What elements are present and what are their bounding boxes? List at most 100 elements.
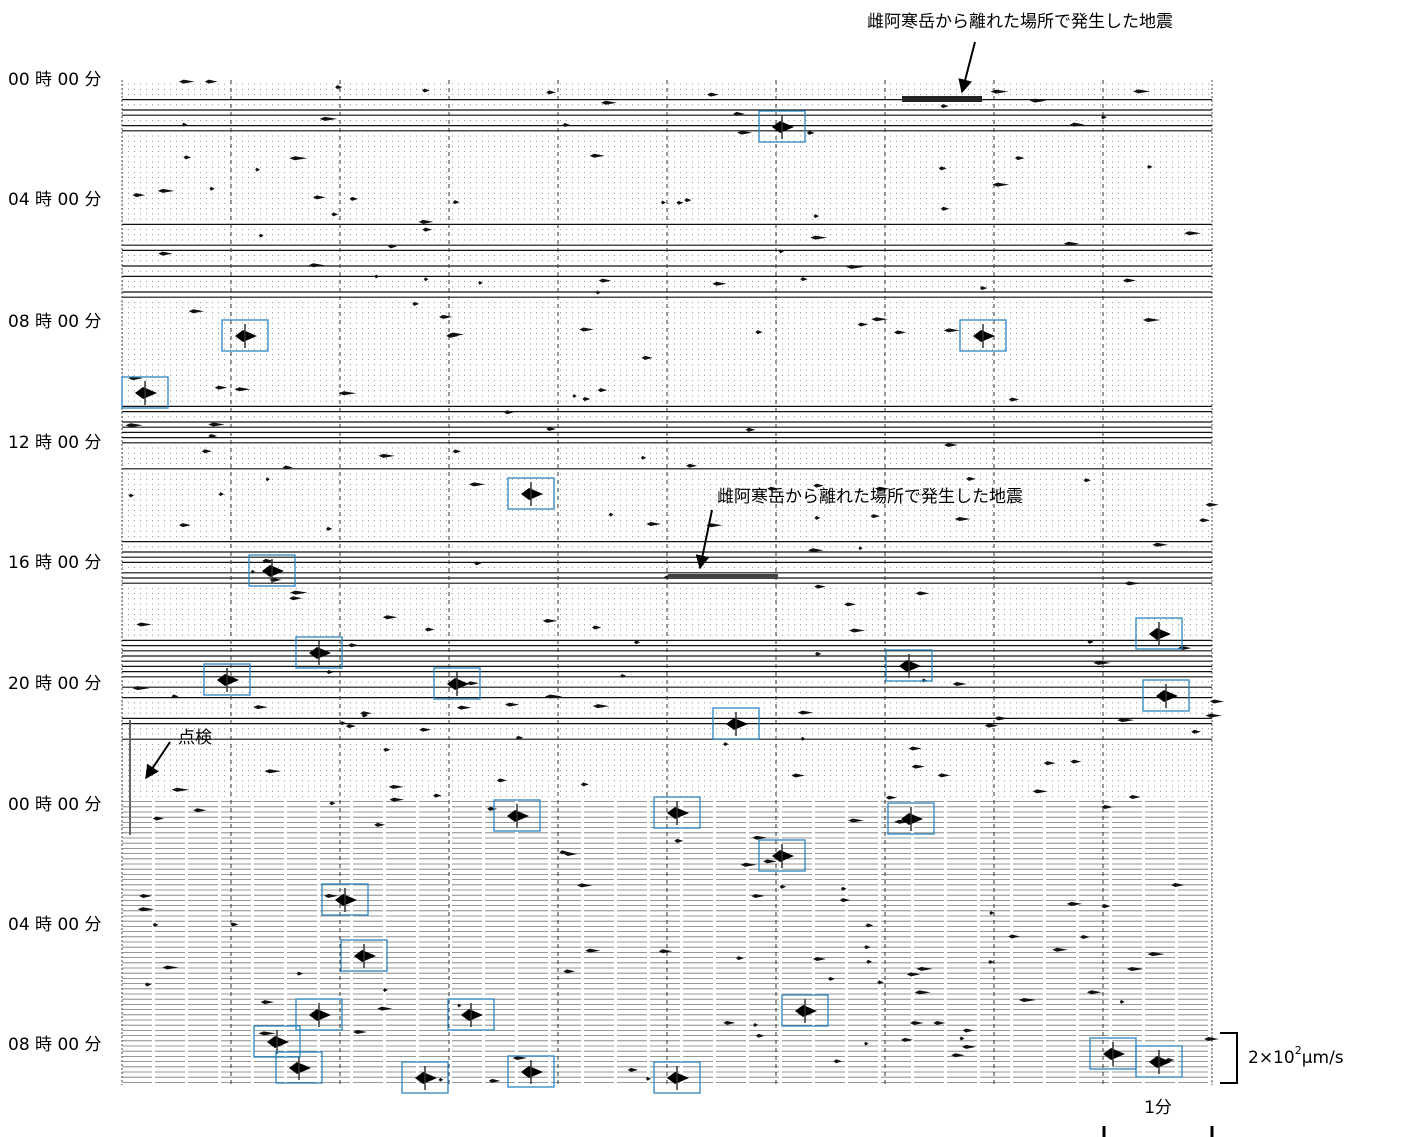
event (582, 397, 590, 401)
event (205, 80, 218, 84)
event (1133, 89, 1150, 93)
event (939, 166, 947, 170)
event (348, 643, 358, 647)
event (901, 813, 923, 825)
event (901, 1038, 913, 1042)
event (331, 212, 338, 216)
event (752, 836, 767, 840)
event (940, 104, 948, 108)
event (354, 950, 376, 962)
event (815, 652, 821, 656)
event (259, 1031, 276, 1035)
event (1171, 883, 1184, 887)
event (139, 894, 151, 898)
event (834, 1059, 842, 1063)
event (990, 90, 1008, 94)
event (910, 1021, 924, 1025)
event (453, 449, 461, 453)
event (235, 330, 257, 342)
event (864, 945, 871, 949)
annotation: 雌阿寒岳から離れた場所で発生した地震 (717, 487, 1023, 507)
event (326, 527, 332, 531)
event (801, 737, 805, 741)
event (938, 773, 951, 777)
event (609, 513, 614, 517)
event (712, 282, 726, 286)
event (158, 189, 175, 193)
time-label: 20 時 00 分 (8, 674, 101, 694)
event (378, 454, 395, 458)
event (753, 1023, 758, 1027)
event (289, 596, 302, 600)
event (966, 477, 976, 481)
event (439, 315, 452, 319)
event (1084, 478, 1091, 482)
mantissa: 2×10 (1248, 1048, 1295, 1068)
event (741, 863, 757, 867)
event (339, 391, 357, 395)
event (628, 1068, 638, 1072)
event (1205, 503, 1218, 507)
arrow (700, 510, 712, 568)
event (487, 807, 497, 811)
time-label: 00 時 00 分 (8, 70, 101, 90)
event (1191, 730, 1201, 734)
event (849, 628, 865, 632)
event (941, 207, 950, 211)
event (577, 883, 592, 887)
event (1080, 935, 1090, 939)
event (886, 796, 897, 800)
event (259, 234, 264, 238)
event (389, 785, 404, 789)
event (756, 1034, 764, 1038)
event (642, 356, 653, 360)
event (989, 911, 994, 915)
event (963, 1028, 974, 1032)
event (297, 972, 303, 976)
event (985, 724, 998, 728)
event (1149, 628, 1171, 640)
event (916, 591, 930, 595)
event (383, 615, 398, 619)
event (752, 894, 765, 898)
event (828, 977, 835, 981)
event (579, 327, 593, 331)
event (674, 839, 683, 843)
amplitude-bracket (1220, 1033, 1237, 1083)
event (350, 197, 359, 201)
events (125, 80, 1224, 1090)
event (390, 798, 405, 802)
event (686, 464, 697, 468)
event (546, 90, 556, 94)
event (290, 591, 308, 595)
event (909, 746, 922, 750)
event (419, 220, 434, 224)
event (864, 1042, 868, 1046)
event (723, 742, 728, 746)
time-label: 16 時 00 分 (8, 553, 101, 573)
arrow (146, 742, 170, 778)
minute-grid (231, 80, 1103, 1085)
event (309, 647, 331, 659)
event (419, 728, 431, 732)
event (1206, 714, 1222, 718)
event (763, 859, 777, 863)
event (592, 626, 601, 630)
event (992, 183, 1009, 187)
event (810, 236, 827, 240)
event (1120, 1000, 1125, 1004)
event (497, 778, 507, 782)
event-boxes (122, 111, 1189, 1093)
event (894, 330, 906, 334)
time-label: 08 時 00 分 (8, 1035, 101, 1055)
event (230, 922, 238, 926)
event (262, 565, 284, 577)
event (172, 788, 190, 792)
annotation: 点検 (178, 728, 212, 748)
event (1033, 789, 1048, 793)
event (1156, 690, 1178, 702)
event (324, 894, 338, 898)
event (1103, 1048, 1125, 1060)
event (346, 724, 356, 728)
event (795, 1005, 817, 1017)
